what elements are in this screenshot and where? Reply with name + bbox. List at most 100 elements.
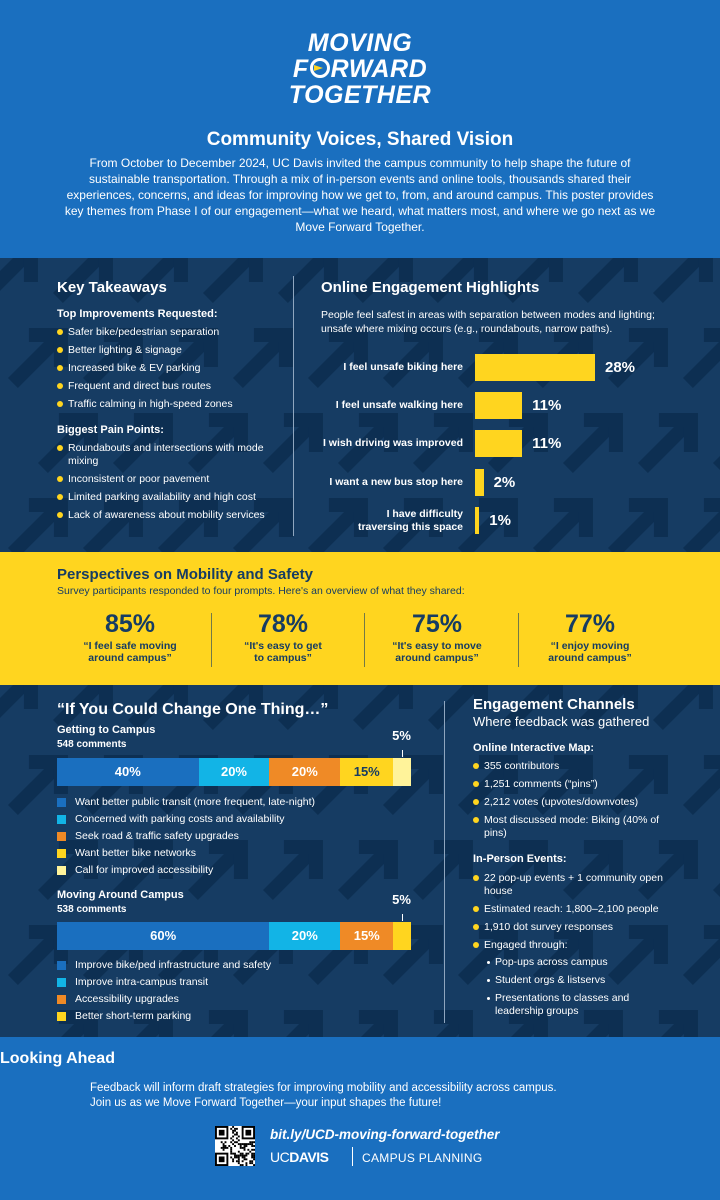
stat-enjoy-moving: 77% “I enjoy moving around campus” <box>548 610 632 664</box>
stat-divider <box>518 613 519 667</box>
online-map-list: 355 contributors 1,251 comments (“pins”) 2… <box>473 760 673 845</box>
legend-swatch <box>57 995 66 1004</box>
background-arrow <box>277 258 338 303</box>
moving-forward-together-logo: MOVING F RWARD TOGETHER <box>288 29 432 109</box>
background-arrow <box>502 258 563 303</box>
header-banner: MOVING F RWARD TOGETHER Community Voices,… <box>0 0 720 258</box>
background-arrow <box>37 413 98 473</box>
bar-value-label: 2% <box>493 474 516 491</box>
engaged-through-item: Pop-ups across campus <box>485 956 665 969</box>
engaged-through-item: Student orgs & listservs <box>485 974 665 987</box>
background-arrow <box>577 685 638 730</box>
legend-swatch <box>57 815 66 824</box>
stack-segment: 20% <box>198 758 270 786</box>
background-arrow <box>457 498 518 552</box>
background-arrow <box>682 755 720 815</box>
small-segment-label: 5% <box>392 728 411 743</box>
stack-segment <box>393 922 411 950</box>
background-arrow <box>7 328 68 388</box>
bar-value-label: 28% <box>605 359 636 376</box>
background-arrow <box>202 258 263 303</box>
background-arrow <box>0 258 38 291</box>
pain-points-list: Roundabouts and intersections with mode … <box>57 442 272 527</box>
online-highlights-heading: Online Engagement Highlights <box>321 279 540 296</box>
improvement-item: Traffic calming in high-speed zones <box>57 398 282 411</box>
legend-swatch <box>57 1012 66 1021</box>
stat-easy-get: 78% “It's easy to get to campus” <box>244 610 322 664</box>
background-arrow <box>607 925 668 985</box>
in-person-item: Engaged through: <box>473 939 673 952</box>
column-divider <box>293 276 294 536</box>
pain-point-item: Inconsistent or poor pavement <box>57 473 272 486</box>
stack-segment <box>393 758 411 786</box>
background-arrow <box>637 413 698 473</box>
background-arrow <box>457 925 518 985</box>
background-arrow <box>82 328 143 388</box>
background-arrow <box>412 840 473 900</box>
forward-arrow-icon <box>309 58 330 78</box>
improvement-item: Better lighting & signage <box>57 344 282 357</box>
background-arrow <box>337 413 398 473</box>
background-arrow <box>583 1010 623 1037</box>
background-arrow <box>187 413 248 473</box>
background-arrow <box>682 925 720 985</box>
background-arrow <box>208 1010 248 1037</box>
perspectives-subtitle: Survey participants responded to four pr… <box>57 585 465 597</box>
background-arrow <box>82 498 143 552</box>
background-arrow <box>487 840 548 900</box>
background-arrows-pattern <box>0 258 720 552</box>
campaign-link[interactable]: bit.ly/UCD-moving-forward-together <box>270 1127 500 1142</box>
improvement-item: Safer bike/pedestrian separation <box>57 326 282 339</box>
moving-around-count: 538 comments <box>57 904 127 915</box>
online-map-heading: Online Interactive Map: <box>473 742 595 754</box>
getting-to-campus-count: 548 comments <box>57 739 127 750</box>
label-leader-line <box>402 750 404 757</box>
perspectives-heading: Perspectives on Mobility and Safety <box>57 566 313 583</box>
legend-label: Want better bike networks <box>75 847 196 859</box>
background-arrow <box>433 1010 473 1037</box>
stat-divider <box>211 613 212 667</box>
chart-bar <box>475 507 480 534</box>
legend-swatch <box>57 961 66 970</box>
chart-bar <box>475 392 523 419</box>
perspectives-section <box>0 552 720 685</box>
bar-label: I have difficulty traversing this space <box>357 508 463 533</box>
online-map-item: 355 contributors <box>473 760 673 773</box>
background-arrow <box>427 685 488 730</box>
background-arrow <box>112 840 173 900</box>
qr-code-icon[interactable] <box>215 1126 255 1166</box>
background-arrow <box>52 685 113 730</box>
legend-label: Concerned with parking costs and availab… <box>75 813 285 825</box>
background-arrow <box>577 258 638 303</box>
bar-value-label: 11% <box>532 435 562 452</box>
bar-label: I wish driving was improved <box>322 437 463 449</box>
background-arrow <box>133 1010 173 1037</box>
online-description: People feel safest in areas with separat… <box>321 309 655 335</box>
legend-swatch <box>57 849 66 858</box>
background-arrow <box>127 685 188 730</box>
background-arrow <box>52 258 113 303</box>
pain-point-item: Lack of awareness about mobility service… <box>57 509 272 522</box>
small-segment-label: 5% <box>392 892 411 907</box>
background-arrow <box>358 1010 398 1037</box>
stack-segment: 15% <box>340 758 394 786</box>
uc-davis-logo: UCDAVIS <box>270 1149 329 1165</box>
in-person-item: 22 pop-up events + 1 community open hous… <box>473 872 673 898</box>
background-arrow <box>337 840 398 900</box>
in-person-item: 1,910 dot survey responses <box>473 921 673 934</box>
improvements-heading: Top Improvements Requested: <box>57 308 218 320</box>
stack-segment: 20% <box>269 758 341 786</box>
stack-segment: 60% <box>57 922 270 950</box>
background-arrow <box>157 328 218 388</box>
in-person-list: 22 pop-up events + 1 community open hous… <box>473 872 673 957</box>
pain-point-item: Roundabouts and intersections with mode … <box>57 442 272 468</box>
getting-to-campus-heading: Getting to Campus <box>57 724 156 736</box>
bar-label: I want a new bus stop here <box>329 476 463 488</box>
chart-bar <box>475 354 595 381</box>
takeaways-and-online-section <box>0 258 720 552</box>
background-arrow <box>382 498 443 552</box>
background-arrow <box>607 498 668 552</box>
background-arrow <box>382 755 443 815</box>
background-arrow <box>262 413 323 473</box>
legend-swatch <box>57 832 66 841</box>
